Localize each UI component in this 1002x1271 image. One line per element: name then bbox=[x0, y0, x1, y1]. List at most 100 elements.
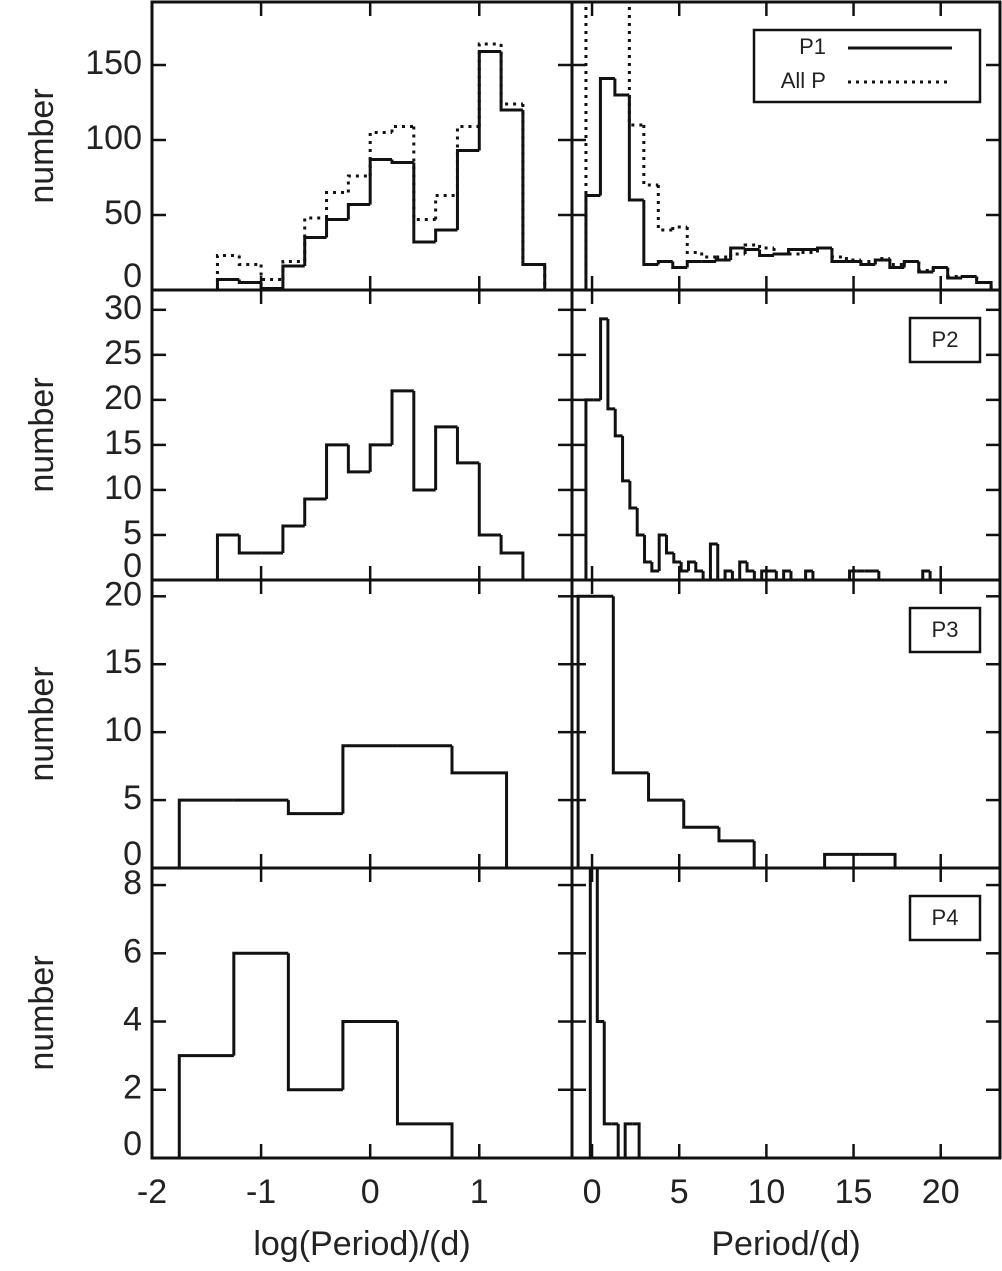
histogram-bin bbox=[782, 569, 791, 580]
histogram-bin bbox=[455, 426, 480, 465]
histogram-bin bbox=[877, 570, 887, 580]
histogram-bin bbox=[621, 435, 630, 483]
panel bbox=[584, 2, 993, 290]
histogram-bin bbox=[830, 248, 847, 263]
histogram-bin bbox=[237, 255, 262, 266]
histogram-bin bbox=[902, 260, 919, 265]
histogram-bin bbox=[921, 569, 931, 580]
histogram-bin bbox=[743, 248, 760, 251]
histogram-bin bbox=[632, 1122, 641, 1158]
histogram-bin bbox=[368, 131, 392, 176]
x-tick-label: 10 bbox=[747, 1173, 785, 1211]
histogram-bin bbox=[368, 158, 392, 205]
histogram-bin bbox=[752, 840, 790, 868]
histogram-bin bbox=[390, 159, 414, 164]
x-tick-label: -2 bbox=[137, 1173, 167, 1211]
histogram-bin bbox=[521, 104, 547, 290]
histogram-bin bbox=[584, 194, 601, 290]
histogram-bin bbox=[623, 1122, 633, 1158]
panel bbox=[588, 868, 641, 1158]
panel-label: P4 bbox=[932, 905, 959, 930]
histogram-bin bbox=[281, 524, 305, 553]
histogram-bin bbox=[772, 252, 789, 256]
histogram-bin bbox=[685, 227, 702, 254]
histogram-bin bbox=[588, 868, 592, 1158]
panel bbox=[215, 389, 525, 580]
y-tick-label: 15 bbox=[104, 643, 142, 681]
histogram-bin bbox=[215, 278, 240, 290]
histogram-bin bbox=[584, 2, 588, 290]
histogram-bin bbox=[325, 218, 349, 238]
histogram-bin bbox=[627, 95, 644, 202]
histogram-bin bbox=[730, 570, 740, 580]
y-tick-label: 2 bbox=[123, 1069, 142, 1107]
panel bbox=[576, 594, 897, 868]
histogram-bin bbox=[259, 264, 283, 281]
histogram-bin bbox=[643, 534, 652, 564]
histogram-bin bbox=[628, 480, 638, 510]
histogram-bin bbox=[701, 570, 711, 580]
histogram-bin bbox=[346, 444, 371, 474]
panel bbox=[584, 317, 982, 580]
histogram-bin bbox=[758, 249, 775, 257]
y-tick-label: 4 bbox=[123, 1001, 142, 1039]
histogram-bin bbox=[434, 194, 458, 220]
histogram-bin bbox=[455, 125, 480, 196]
histogram-bin bbox=[873, 257, 890, 262]
y-tick-label: 20 bbox=[104, 575, 142, 613]
histogram-bin bbox=[368, 443, 392, 472]
histogram-bin bbox=[341, 744, 398, 814]
histogram-bin bbox=[917, 261, 934, 272]
x-axis-label: Period/(d) bbox=[711, 1225, 860, 1263]
histogram-bin bbox=[613, 408, 623, 438]
histogram-bin bbox=[685, 260, 702, 268]
histogram-bin bbox=[412, 390, 436, 492]
histogram-bin bbox=[499, 44, 523, 106]
frame bbox=[150, 578, 574, 870]
histogram-bin bbox=[656, 185, 673, 232]
histogram-bin bbox=[647, 772, 684, 802]
histogram-bin bbox=[672, 552, 682, 564]
panel-label: P3 bbox=[932, 617, 959, 642]
histogram-bin bbox=[745, 561, 755, 573]
panel bbox=[177, 951, 454, 1158]
frame bbox=[150, 0, 574, 292]
histogram-bin bbox=[598, 77, 615, 196]
histogram-bin bbox=[599, 317, 608, 400]
x-tick-label: 15 bbox=[835, 1173, 873, 1211]
histogram-bin bbox=[656, 260, 673, 265]
x-tick-label: 0 bbox=[361, 1173, 380, 1211]
histogram-bin bbox=[286, 953, 343, 1092]
legend-label: All P bbox=[781, 68, 826, 93]
histogram-bin bbox=[346, 203, 371, 220]
histogram-bin bbox=[177, 1054, 234, 1158]
histogram-bin bbox=[714, 258, 731, 262]
histogram-bin bbox=[873, 258, 890, 265]
frame bbox=[150, 288, 574, 582]
histogram-bin bbox=[772, 248, 789, 256]
y-tick-label: 30 bbox=[104, 289, 142, 327]
histogram-bin bbox=[584, 398, 594, 580]
histogram-bin bbox=[303, 497, 327, 526]
histogram-bin bbox=[412, 162, 436, 244]
y-tick-label: 0 bbox=[123, 257, 142, 295]
histogram-bin bbox=[811, 570, 821, 580]
histogram-bin bbox=[232, 951, 289, 1056]
histogram-bin bbox=[686, 560, 696, 571]
histogram-bin bbox=[743, 243, 760, 254]
histogram-bin bbox=[281, 260, 305, 280]
histogram-bin bbox=[595, 868, 605, 1024]
histogram-bin bbox=[499, 51, 523, 112]
histogram-bin bbox=[931, 266, 948, 271]
histogram-bin bbox=[627, 2, 644, 127]
y-axis-label: number bbox=[23, 666, 61, 781]
histogram-bin bbox=[606, 318, 616, 411]
histogram-bin bbox=[602, 1021, 612, 1126]
histogram-bin bbox=[613, 78, 630, 97]
histogram-bin bbox=[521, 110, 547, 290]
x-tick-label: 5 bbox=[670, 1173, 689, 1211]
legend-box bbox=[752, 28, 982, 104]
x-tick-label: 0 bbox=[583, 1173, 602, 1211]
y-tick-label: 25 bbox=[104, 334, 142, 372]
histogram-bin bbox=[774, 570, 784, 580]
